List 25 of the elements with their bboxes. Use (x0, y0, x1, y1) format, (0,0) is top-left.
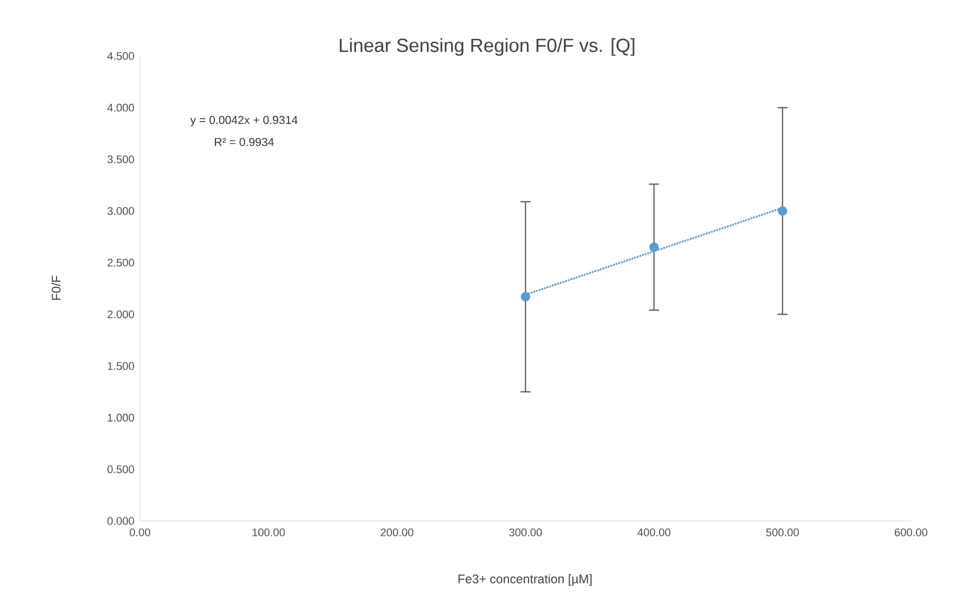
y-tick-label: 3.000 (107, 207, 134, 215)
y-tick-label: 1.500 (108, 362, 134, 370)
annotation: y = 0.0042x + 0.9314 (190, 116, 298, 126)
x-tick-label: 300.00 (509, 528, 542, 536)
y-tick-label: 2.000 (108, 310, 134, 318)
y-tick-label: 1.000 (108, 414, 134, 422)
x-tick-label: 600.00 (894, 528, 928, 536)
point (520, 292, 530, 302)
x-tick-label: 100.00 (252, 528, 285, 536)
y-tick-label: 4.000 (107, 104, 134, 112)
y-tick-label: 2.500 (108, 258, 134, 267)
point (649, 242, 659, 252)
y-tick-label: 3.500 (107, 155, 134, 164)
point (778, 206, 788, 216)
y-axis-title: F0/F (51, 276, 61, 300)
x-tick-label: 200.00 (380, 528, 414, 536)
y-tick-label: 0.500 (107, 465, 134, 474)
x-tick-label: 0.00 (130, 528, 150, 536)
y-tick-label: 4.500 (107, 52, 134, 60)
x-tick-label: 500.00 (766, 528, 799, 536)
chart-title: Linear Sensing Region F0/F vs. [Q] (340, 38, 634, 56)
x-axis-title: Fe3+ concentration [µM] (458, 574, 592, 586)
y-tick-label: 0.000 (107, 517, 134, 525)
annotation: R² = 0.9934 (214, 138, 274, 146)
x-tick-label: 400.00 (637, 528, 670, 536)
